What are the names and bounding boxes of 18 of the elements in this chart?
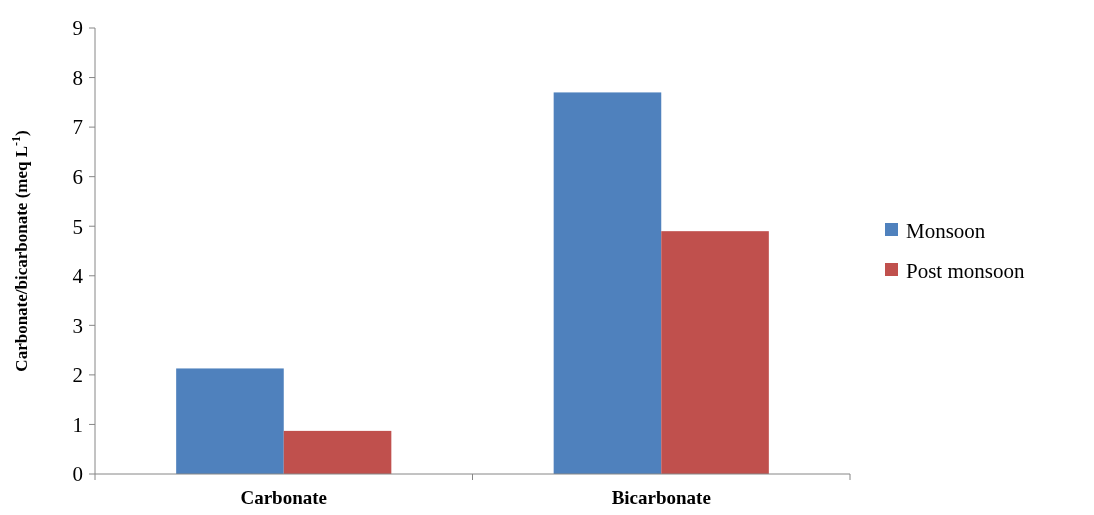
y-tick-label: 8 [72, 65, 83, 90]
y-tick-label: 6 [72, 165, 83, 190]
x-tick-label: Carbonate [240, 487, 328, 508]
bar [661, 231, 769, 474]
bar [176, 368, 284, 474]
y-tick-label: 5 [72, 214, 83, 239]
bar [553, 92, 662, 474]
y-tick-label: 2 [72, 363, 83, 388]
y-tick-label: 9 [72, 16, 83, 41]
y-tick-label: 0 [72, 462, 83, 487]
y-tick-label: 4 [72, 264, 84, 289]
legend-label: Monsoon [906, 219, 986, 244]
y-tick-label: 3 [72, 313, 83, 338]
y-tick-label: 1 [72, 412, 83, 437]
bar [283, 430, 392, 474]
legend-label: Post monsoon [906, 259, 1025, 284]
x-tick-label: Bicarbonate [611, 487, 711, 508]
y-tick-label: 7 [72, 115, 83, 140]
